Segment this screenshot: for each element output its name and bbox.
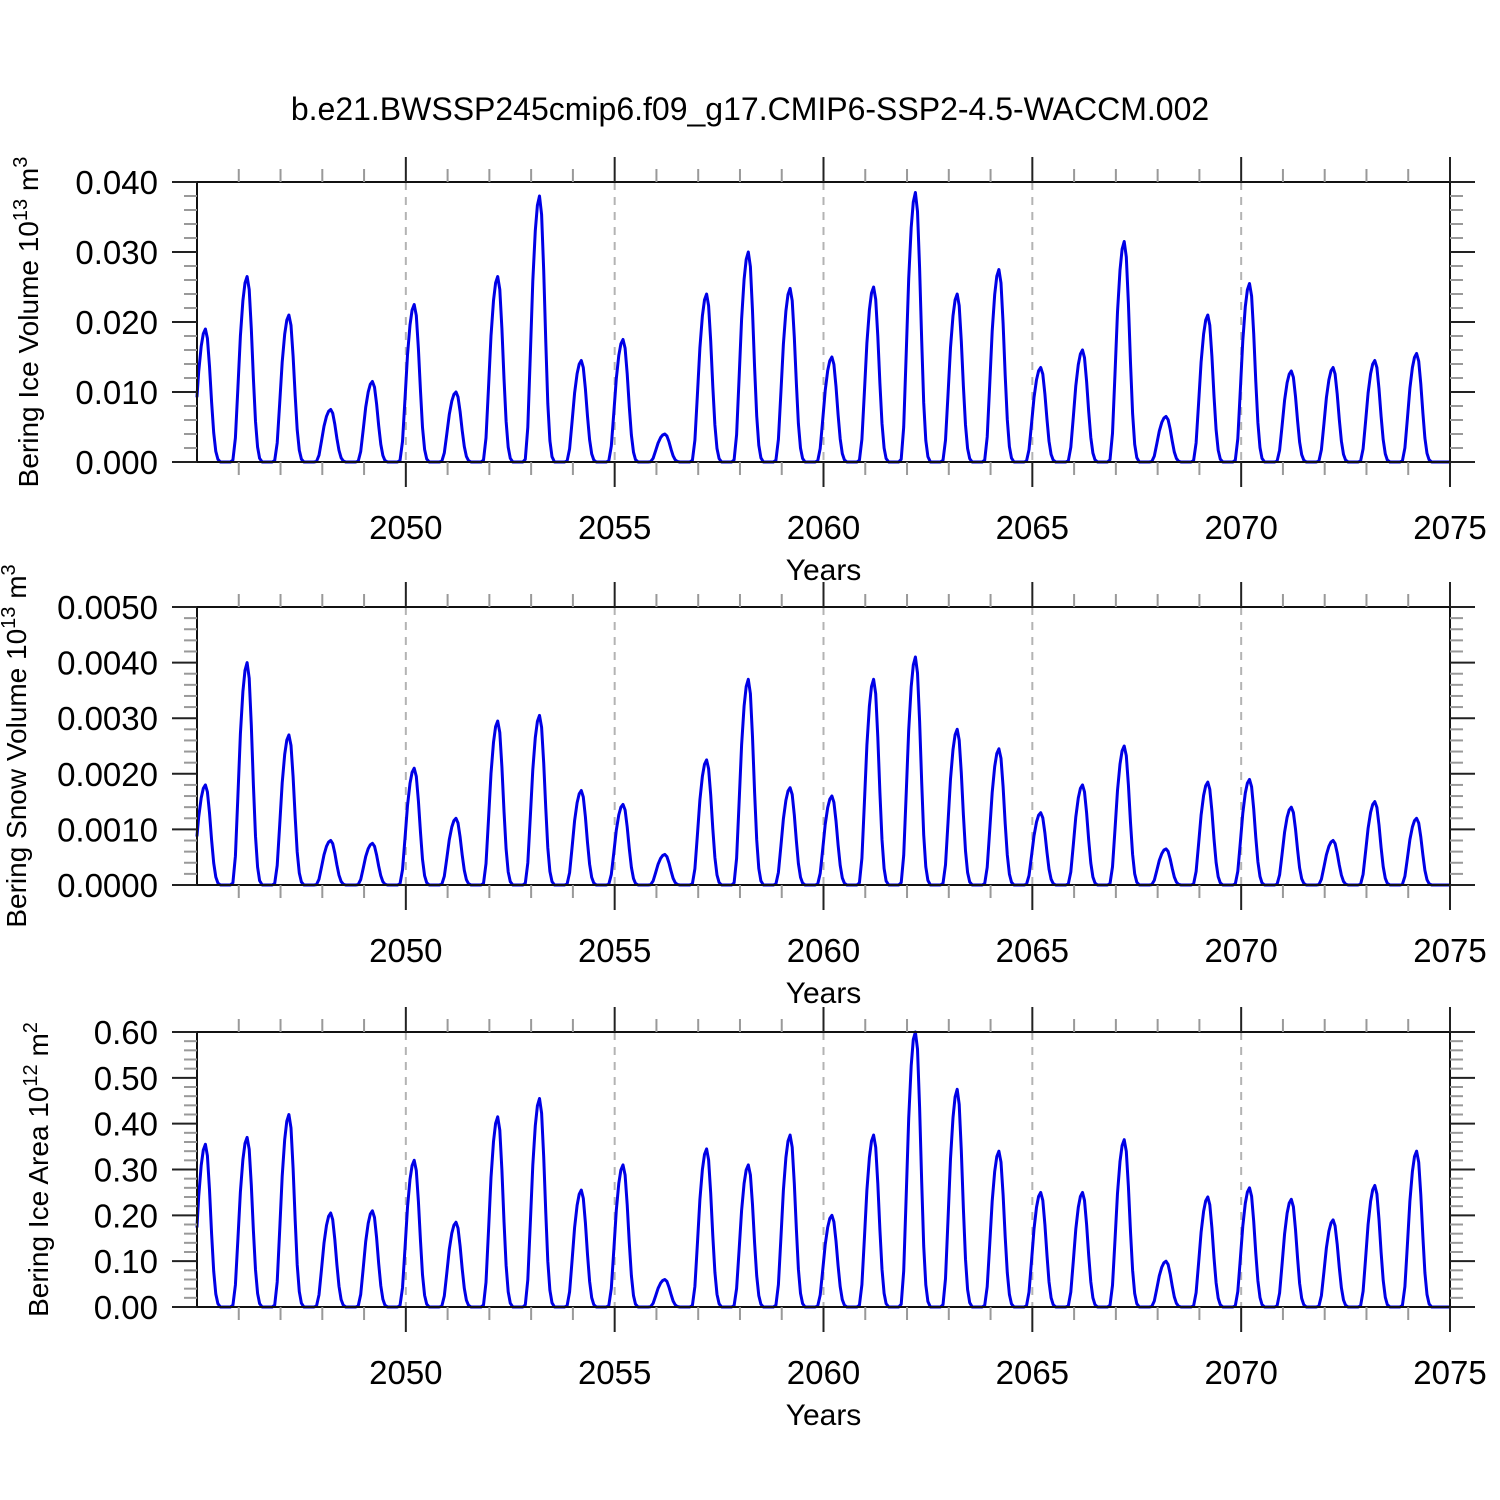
x-tick-label: 2070	[1204, 509, 1277, 546]
x-tick-label: 2050	[369, 932, 442, 969]
x-tick-label: 2075	[1413, 932, 1486, 969]
x-tick-label: 2065	[996, 1354, 1069, 1391]
panel-ice-volume: 0.000 0.010 0.020 0.030 0.040 2050 2055 2060 206…	[10, 157, 1487, 587]
y-tick-label: 0.0050	[57, 589, 158, 626]
y-tick-label: 0.50	[94, 1060, 158, 1097]
x-tick-label: 2070	[1204, 932, 1277, 969]
y-tick-label: 0.20	[94, 1197, 158, 1234]
y-tick-label: 0.0020	[57, 756, 158, 793]
x-tick-label: 2070	[1204, 1354, 1277, 1391]
x-tick-label: 2065	[996, 509, 1069, 546]
y-tick-label: 0.010	[75, 374, 158, 411]
y-tick-label: 0.030	[75, 234, 158, 271]
panel-snow-volume: 0.0000 0.0010 0.0020 0.0030 0.0040 0.0050 2050…	[0, 564, 1487, 1010]
x-tick-label: 2060	[787, 509, 860, 546]
x-tick-label: 2050	[369, 509, 442, 546]
x-tick-label: 2075	[1413, 509, 1486, 546]
y-tick-label: 0.040	[75, 164, 158, 201]
y-tick-label: 0.0040	[57, 645, 158, 682]
y-tick-label: 0.10	[94, 1243, 158, 1280]
x-tick-label: 2060	[787, 1354, 860, 1391]
x-axis-title: Years	[786, 977, 862, 1010]
x-tick-label: 2055	[578, 932, 651, 969]
series-line-snow-volume	[195, 655, 1452, 887]
y-tick-label: 0.000	[75, 444, 158, 481]
y-axis-title: Bering Snow Volume 1013 m3	[0, 564, 32, 927]
panel-ice-area: 0.00 0.10 0.20 0.30 0.40 0.50 0.60 2050 2055 2060…	[20, 1007, 1487, 1432]
chart-title: b.e21.BWSSP245cmip6.f09_g17.CMIP6-SSP2-4…	[291, 91, 1209, 127]
x-tick-label: 2065	[996, 932, 1069, 969]
y-tick-label: 0.30	[94, 1152, 158, 1189]
x-axis-title: Years	[786, 1399, 862, 1432]
y-axis-title: Bering Ice Area 1012 m2	[20, 1022, 54, 1317]
y-tick-label: 0.0010	[57, 811, 158, 848]
y-axis-title: Bering Ice Volume 1013 m3	[10, 157, 44, 488]
y-tick-label: 0.00	[94, 1289, 158, 1326]
x-tick-label: 2075	[1413, 1354, 1486, 1391]
x-tick-label: 2050	[369, 1354, 442, 1391]
x-tick-label: 2055	[578, 509, 651, 546]
x-tick-label: 2060	[787, 932, 860, 969]
y-tick-label: 0.0030	[57, 700, 158, 737]
panels-group: 0.000 0.010 0.020 0.030 0.040 2050 2055 2060 206…	[0, 157, 1487, 1432]
x-axis-title: Years	[786, 554, 862, 587]
y-tick-label: 0.40	[94, 1106, 158, 1143]
y-tick-label: 0.60	[94, 1014, 158, 1051]
x-tick-label: 2055	[578, 1354, 651, 1391]
y-tick-label: 0.0000	[57, 867, 158, 904]
y-tick-label: 0.020	[75, 304, 158, 341]
